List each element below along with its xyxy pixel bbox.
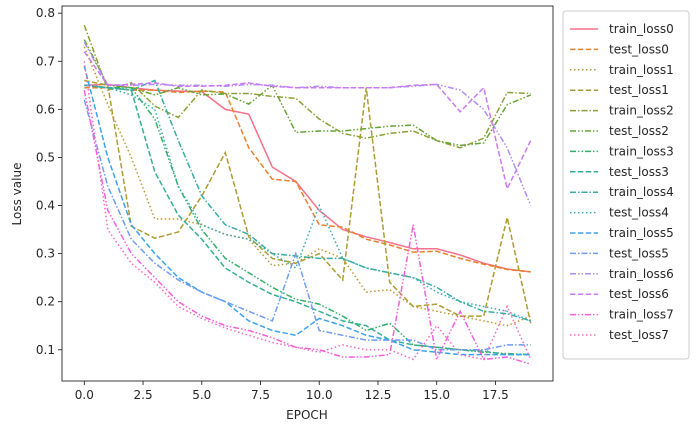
series-line-test_loss1 xyxy=(84,79,532,324)
x-axis-label: EPOCH xyxy=(286,408,328,422)
y-tick-label: 0.1 xyxy=(36,343,55,357)
legend-label-test_loss2: test_loss2 xyxy=(609,124,669,138)
y-tick-label: 0.4 xyxy=(36,199,55,213)
x-tick-label: 0.0 xyxy=(75,388,94,402)
legend-label-test_loss6: test_loss6 xyxy=(609,287,669,301)
y-tick-label: 0.5 xyxy=(36,150,55,164)
x-tick-label: 7.5 xyxy=(251,388,270,402)
series-line-test_loss7 xyxy=(83,61,532,361)
x-axis: 0.0 2.5 5.0 7.5 10.0 12.5 15.0 17.5 xyxy=(75,381,509,402)
legend-label-train_loss1: train_loss1 xyxy=(609,63,674,77)
y-tick-label: 0.7 xyxy=(36,54,55,68)
x-tick-label: 15.0 xyxy=(423,388,450,402)
legend-label-test_loss4: test_loss4 xyxy=(609,206,669,220)
legend-label-train_loss0: train_loss0 xyxy=(609,22,674,36)
series-line-train_loss0 xyxy=(84,83,531,273)
legend-label-train_loss5: train_loss5 xyxy=(609,226,674,240)
series-line-test_loss5 xyxy=(83,99,531,351)
x-tick-label: 5.0 xyxy=(192,388,211,402)
legend-label-train_loss4: train_loss4 xyxy=(609,185,674,199)
y-tick-label: 0.6 xyxy=(36,102,55,116)
x-tick-label: 17.5 xyxy=(482,388,509,402)
series-line-test_loss0 xyxy=(84,86,531,273)
plot-frame xyxy=(61,5,554,382)
series-line-train_loss4 xyxy=(84,79,531,322)
legend-label-train_loss3: train_loss3 xyxy=(609,144,674,158)
series-line-train_loss2 xyxy=(83,24,531,149)
series-line-train_loss6 xyxy=(83,41,532,206)
legend-label-train_loss7: train_loss7 xyxy=(609,308,674,322)
legend-label-train_loss6: train_loss6 xyxy=(609,267,674,281)
legend-label-test_loss0: test_loss0 xyxy=(609,42,669,56)
x-tick-label: 10.0 xyxy=(306,388,333,402)
series-line-train_loss3 xyxy=(84,84,531,356)
legend-label-test_loss5: test_loss5 xyxy=(609,246,669,260)
x-tick-label: 2.5 xyxy=(134,388,153,402)
y-axis: 0.1 0.2 0.3 0.4 0.5 0.6 0.7 0.8 xyxy=(36,6,62,357)
series-line-test_loss4 xyxy=(84,84,531,322)
legend-frame xyxy=(562,10,690,360)
series-line-train_loss7 xyxy=(83,89,531,365)
y-tick-label: 0.2 xyxy=(36,295,55,309)
y-tick-label: 0.8 xyxy=(36,6,55,20)
series-lines xyxy=(83,24,532,365)
y-tick-label: 0.3 xyxy=(36,247,55,261)
series-line-test_loss3 xyxy=(84,84,531,356)
series-line-test_loss6 xyxy=(83,51,532,191)
x-tick-label: 12.5 xyxy=(365,388,392,402)
legend-label-test_loss3: test_loss3 xyxy=(609,165,669,179)
legend: train_loss0 test_loss0 train_loss1 test_los… xyxy=(562,10,690,360)
legend-label-test_loss7: test_loss7 xyxy=(609,328,669,342)
legend-label-test_loss1: test_loss1 xyxy=(609,83,669,97)
legend-label-train_loss2: train_loss2 xyxy=(609,104,674,118)
y-axis-label: Loss value xyxy=(10,163,24,226)
series-line-train_loss1 xyxy=(83,46,531,327)
series-line-train_loss5 xyxy=(83,65,531,356)
